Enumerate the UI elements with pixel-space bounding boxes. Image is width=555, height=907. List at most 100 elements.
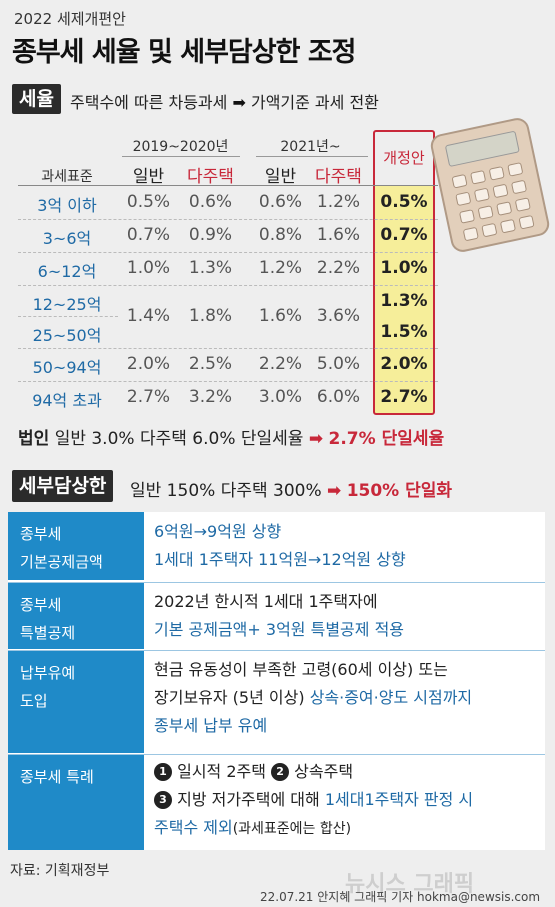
rate-cell: 2.2%: [316, 258, 361, 278]
calculator-key: [462, 226, 479, 242]
detail-line: 장기보유자 (5년 이상) 상속·증여·양도 시점까지: [154, 684, 544, 712]
row-label: 3억 이하: [37, 196, 97, 215]
detail-line: 1세대 1주택자 11억원→12억원 상향: [154, 550, 406, 569]
detail-span: 주택수 제외: [154, 818, 233, 837]
tax-rate-description: 주택수에 따른 차등과세 ➡ 가액기준 과세 전환: [70, 89, 379, 113]
detail-line: 6억원→9억원 상향: [154, 522, 282, 541]
row-divider: [18, 348, 438, 349]
row-divider: [18, 381, 438, 382]
detail-text: 2022년 한시적 1세대 1주택자에 기본 공제금액+ 3억원 특별공제 적용: [154, 588, 544, 644]
row-header: 과세표준: [41, 169, 93, 185]
rate-cell: 3.6%: [316, 306, 361, 326]
detail-divider: [8, 582, 545, 583]
new-rate-header: 개정안: [383, 149, 425, 167]
calculator-key: [477, 205, 494, 220]
detail-label-line: 납부유예: [20, 664, 76, 682]
detail-label-line: 종부세: [20, 596, 62, 614]
number-one-icon: 1: [154, 763, 172, 781]
detail-text: 1 일시적 2주택 2 상속주택 3 지방 저가주택에 대해 1세대1주택자 판…: [154, 758, 544, 843]
section-tag-tax-rate: 세율: [12, 84, 61, 114]
col-multi-2021: 다주택: [315, 167, 362, 187]
number-three-icon: 3: [154, 791, 172, 809]
detail-line: 기본 공제금액+ 3억원 특별공제 적용: [154, 620, 405, 639]
detail-span: 상속주택: [294, 762, 354, 781]
row-label: 50~94억: [32, 358, 102, 377]
newsis-logo: 뉴시스 그래픽: [345, 872, 475, 897]
rate-cell: 1.8%: [188, 306, 233, 326]
rate-cell: 0.6%: [258, 192, 303, 212]
rate-cell: 2.0%: [126, 354, 171, 374]
calculator-key: [514, 197, 531, 212]
row-divider: [18, 316, 118, 317]
detail-line: 2022년 한시적 1세대 1주택자에: [154, 592, 378, 611]
section-tag-burden-cap: 세부담상한: [12, 470, 114, 502]
new-rate-cell: 0.7%: [380, 225, 428, 245]
row-divider: [18, 252, 438, 253]
calculator-icon: [428, 115, 552, 255]
rate-cell: 0.9%: [188, 225, 233, 245]
detail-span: 장기보유자 (5년 이상): [154, 688, 310, 707]
row-label: 12~25억: [32, 295, 102, 314]
col-multi-2019: 다주택: [187, 167, 234, 187]
new-rate-cell: 2.7%: [380, 387, 428, 407]
col-general-2021: 일반: [264, 167, 297, 187]
tax-rate-table: 2019~2020년 2021년~ 과세표준 일반 다주택 일반 다주택 3억 …: [18, 132, 438, 414]
detail-label-line: 특별공제: [20, 624, 76, 642]
calculator-key: [451, 173, 468, 189]
detail-span: (과세표준에는 합산): [232, 821, 352, 837]
detail-text: 6억원→9억원 상향 1세대 1주택자 11억원→12억원 상향: [154, 518, 544, 574]
new-rate-cell: 2.0%: [380, 354, 428, 374]
rate-cell: 0.7%: [126, 225, 171, 245]
calculator-key: [488, 166, 505, 181]
corporate-label: 법인: [18, 429, 50, 449]
calculator-key: [507, 162, 524, 177]
rate-cell: 1.3%: [188, 258, 233, 278]
header-divider: [18, 185, 438, 186]
rate-cell: 2.5%: [188, 354, 233, 374]
row-divider: [18, 219, 438, 220]
rate-cell: 5.0%: [316, 354, 361, 374]
detail-label: 납부유예 도입: [8, 651, 144, 753]
calculator-key: [518, 214, 535, 230]
group-header-2019: 2019~2020년: [132, 139, 229, 155]
group-header-2021: 2021년~: [280, 139, 341, 155]
rate-cell: 2.7%: [126, 387, 171, 407]
rate-cell: 0.6%: [188, 192, 233, 212]
burden-cap-text: 일반 150% 다주택 300%: [130, 481, 322, 501]
arrow-right-icon: ➡: [327, 481, 342, 501]
new-rate-cell: 1.5%: [380, 322, 428, 342]
credit-line: 22.07.21 안지혜 그래픽 기자 hokma@newsis.com: [260, 890, 541, 904]
calculator-key: [470, 169, 487, 185]
col-general-2019: 일반: [132, 167, 165, 187]
desc-left: 주택수에 따른 차등과세: [70, 93, 228, 112]
detail-label-line: 도입: [20, 692, 48, 710]
new-rate-cell: 1.3%: [380, 291, 428, 311]
rate-cell: 0.8%: [258, 225, 303, 245]
number-two-icon: 2: [271, 763, 290, 781]
detail-label-line: 종부세: [20, 525, 62, 543]
rate-cell: 6.0%: [316, 387, 361, 407]
calculator-key: [473, 187, 490, 203]
detail-label: 종부세 기본공제금액: [8, 512, 144, 580]
group-underline: [122, 156, 240, 157]
row-divider: [18, 285, 438, 286]
new-rate-column-fill: [375, 185, 433, 413]
rate-cell: 3.0%: [258, 387, 303, 407]
page-title: 종부세 세율 및 세부담상한 조정: [12, 37, 357, 68]
row-label: 94억 초과: [32, 391, 102, 410]
corporate-rate-line: 법인 일반 3.0% 다주택 6.0% 단일세율 ➡ 2.7% 단일세율: [18, 424, 444, 449]
calculator-key: [496, 201, 513, 216]
detail-label: 종부세 특례: [8, 755, 144, 850]
detail-label-line: 종부세 특례: [20, 768, 94, 786]
rate-cell: 1.4%: [126, 306, 171, 326]
subtitle: 2022 세제개편안: [14, 10, 126, 28]
calculator-key: [481, 222, 498, 238]
detail-divider: [8, 754, 545, 755]
detail-text: 현금 유동성이 부족한 고령(60세 이상) 또는 장기보유자 (5년 이상) …: [154, 656, 544, 740]
corporate-result: 2.7% 단일세율: [328, 429, 445, 449]
arrow-right-icon: ➡: [232, 93, 246, 112]
new-rate-column-border: [373, 130, 435, 415]
detail-line: 현금 유동성이 부족한 고령(60세 이상) 또는: [154, 660, 448, 679]
new-rate-cell: 0.5%: [380, 192, 428, 212]
burden-cap-result: 150% 단일화: [346, 481, 453, 501]
